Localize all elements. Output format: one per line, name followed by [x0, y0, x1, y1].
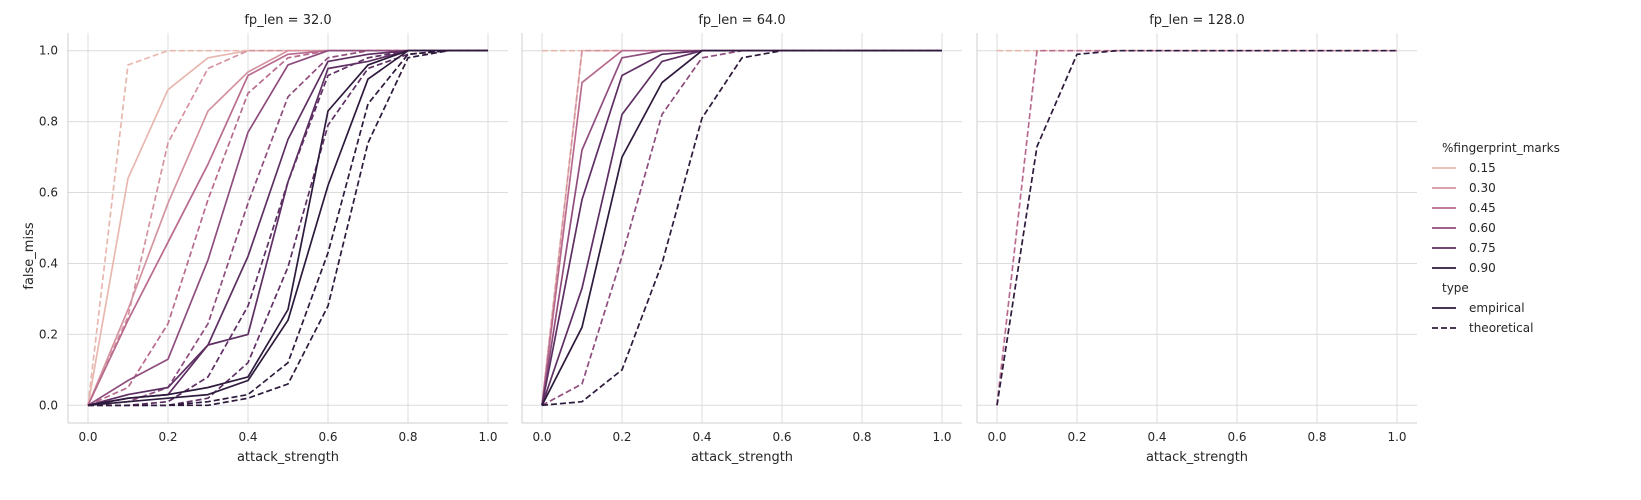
legend-style-title: type	[1442, 281, 1469, 295]
series-line-theoretical	[541, 49, 942, 407]
panel-title: fp_len = 32.0	[244, 13, 331, 28]
x-tick-label: 0.8	[398, 430, 417, 444]
x-tick-label: 0.6	[318, 430, 337, 444]
chart-panel: 0.0 0.2 0.4 0.6 0.8 1.0 fp_len = 64.0 attack_st…	[521, 13, 962, 465]
series-line-empirical	[87, 49, 488, 407]
series-line-theoretical	[996, 49, 1397, 406]
chart-panels: 0.0 0.2 0.4 0.6 0.8 1.0 0.0 0.2 0.4 0.6 0.8 1.0 fp_l…	[39, 13, 1417, 465]
x-tick-label: 0.4	[692, 430, 711, 444]
legend-hue-label: 0.60	[1469, 221, 1496, 235]
x-tick-label: 0.2	[612, 430, 631, 444]
x-tick-label: 1.0	[1387, 430, 1406, 444]
legend-style-label: theoretical	[1469, 321, 1533, 335]
legend-hue-label: 0.30	[1469, 181, 1496, 195]
y-tick-label: 1.0	[39, 44, 58, 58]
x-tick-label: 0.2	[1067, 430, 1086, 444]
chart-panel: 0.0 0.2 0.4 0.6 0.8 1.0 0.0 0.2 0.4 0.6 0.8 1.0 fp_l…	[39, 13, 508, 465]
legend-hue-title: %fingerprint_marks	[1442, 141, 1560, 155]
x-axis-label: attack_strength	[1146, 450, 1248, 465]
y-tick-label: 0.8	[39, 115, 58, 129]
series-line-empirical	[87, 49, 488, 407]
legend-hue-label: 0.15	[1469, 161, 1496, 175]
series-line-empirical	[87, 49, 488, 406]
series-line-empirical	[87, 49, 488, 406]
legend: %fingerprint_marks 0.15 0.30 0.45 0.60 0.75 0.…	[1432, 141, 1560, 335]
x-tick-label: 0.0	[532, 430, 551, 444]
x-tick-label: 0.6	[772, 430, 791, 444]
series-line-empirical	[87, 49, 488, 407]
series-line-theoretical	[88, 49, 488, 407]
series-line-empirical	[87, 49, 488, 406]
x-tick-label: 0.0	[987, 430, 1006, 444]
legend-hue-label: 0.90	[1469, 261, 1496, 275]
y-tick-label: 0.2	[39, 327, 58, 341]
legend-hue-label: 0.45	[1469, 201, 1496, 215]
y-tick-label: 0.0	[39, 398, 58, 412]
x-tick-label: 0.0	[78, 430, 97, 444]
series-line-theoretical	[88, 49, 488, 407]
x-tick-label: 0.2	[158, 430, 177, 444]
x-tick-label: 0.4	[1147, 430, 1166, 444]
series-line-empirical	[87, 49, 488, 407]
panel-title: fp_len = 64.0	[698, 13, 785, 28]
series-line-theoretical	[87, 49, 488, 407]
y-tick-label: 0.6	[39, 186, 58, 200]
y-axis-label: false_miss	[22, 222, 37, 289]
series-line-theoretical	[88, 49, 488, 407]
series-line-theoretical	[87, 49, 488, 406]
x-tick-label: 1.0	[478, 430, 497, 444]
x-tick-label: 0.6	[1227, 430, 1246, 444]
x-tick-label: 0.4	[238, 430, 257, 444]
x-axis-label: attack_strength	[237, 450, 339, 465]
x-tick-label: 0.8	[1307, 430, 1326, 444]
series-line-empirical	[541, 49, 942, 406]
x-tick-label: 0.8	[852, 430, 871, 444]
series-line-theoretical	[996, 49, 1397, 406]
chart-panel: 0.0 0.2 0.4 0.6 0.8 1.0 fp_len = 128.0 attack_s…	[976, 13, 1417, 465]
series-line-empirical	[87, 49, 488, 407]
legend-hue-label: 0.75	[1469, 241, 1496, 255]
y-tick-label: 0.4	[39, 256, 58, 270]
panel-title: fp_len = 128.0	[1149, 13, 1245, 28]
series-line-theoretical	[87, 49, 488, 406]
x-tick-label: 1.0	[932, 430, 951, 444]
x-axis-label: attack_strength	[691, 450, 793, 465]
series-line-theoretical	[88, 49, 488, 407]
legend-style-label: empirical	[1469, 301, 1525, 315]
series-line-theoretical	[87, 49, 488, 407]
